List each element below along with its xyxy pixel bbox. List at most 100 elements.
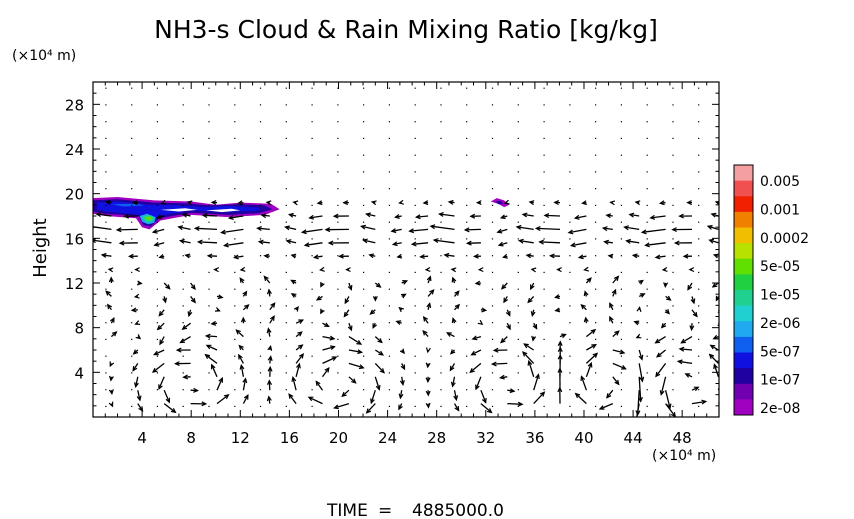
wind-vector-head: [341, 391, 347, 398]
wind-vector-head: [443, 252, 450, 258]
wind-vector-head: [332, 213, 339, 219]
wind-vector-head: [528, 200, 535, 206]
wind-vector: [221, 228, 244, 234]
grid-dot: [388, 221, 390, 223]
grid-dot: [131, 338, 133, 340]
wind-vector: [158, 376, 165, 390]
grid-dot: [646, 154, 648, 156]
wind-vector: [638, 349, 643, 360]
wind-vector-head: [590, 328, 597, 335]
colorbar-swatch: [734, 368, 753, 385]
wind-vector: [710, 344, 719, 351]
wind-vector: [650, 215, 666, 219]
y-tick-labels: 4 8 12 16 20 24 28: [65, 96, 84, 382]
grid-dot: [543, 372, 545, 374]
wind-vector: [163, 389, 170, 403]
grid-dot: [311, 238, 313, 240]
wind-vector-head: [503, 199, 510, 205]
grid-dot: [646, 288, 648, 290]
grid-dot: [363, 154, 365, 156]
wind-vector: [539, 241, 561, 244]
grid-dot: [337, 188, 339, 190]
grid-dot: [595, 154, 597, 156]
grid-dot: [285, 322, 287, 324]
grid-dot: [131, 405, 133, 407]
wind-vector: [321, 367, 330, 378]
wind-vector-head: [201, 401, 208, 407]
wind-vector-head: [165, 397, 171, 404]
wind-vector-head: [713, 363, 718, 370]
wind-vector-head: [263, 275, 269, 282]
wind-vector-head: [285, 239, 292, 245]
wind-vector: [533, 374, 540, 391]
wind-vector: [544, 214, 561, 217]
wind-vector: [216, 377, 223, 391]
grid-dot: [363, 322, 365, 324]
wind-vector-head: [583, 316, 589, 323]
wind-vector: [681, 336, 693, 344]
grid-dot: [388, 154, 390, 156]
wind-vector-head: [343, 311, 349, 318]
wind-vector-head: [673, 240, 680, 246]
grid-dot: [131, 288, 133, 290]
grid-dot: [440, 288, 442, 290]
wind-vector: [315, 381, 324, 391]
x-tick-label: 12: [231, 429, 250, 447]
grid-dot: [208, 389, 210, 391]
x-tick-label: 4: [137, 429, 147, 447]
grid-dot: [491, 137, 494, 139]
wind-vector-head: [408, 228, 415, 234]
grid-dot: [414, 104, 416, 106]
wind-vector-head: [338, 253, 344, 259]
grid-dot: [466, 121, 468, 123]
grid-dot: [337, 204, 339, 206]
wind-vector-head: [718, 380, 719, 381]
wind-vector-head: [567, 229, 574, 235]
wind-vector-head: [237, 200, 243, 206]
wind-vector-head: [654, 254, 661, 260]
grid-dot: [672, 405, 674, 407]
wind-vector-head: [218, 376, 223, 383]
colorbar-label: 2e-06: [760, 316, 800, 332]
wind-vector-head: [331, 356, 338, 361]
wind-vector: [180, 240, 191, 244]
wind-vector-head: [239, 277, 245, 283]
grid-dot: [208, 188, 210, 190]
colorbar-label: 0.001: [760, 202, 800, 218]
grid-dot: [698, 137, 700, 139]
wind-vector-head: [177, 225, 184, 231]
wind-vector-head: [100, 252, 107, 258]
wind-vector: [334, 402, 350, 409]
grid-dot: [620, 255, 622, 257]
grid-dot: [543, 322, 545, 324]
wind-vector-head: [609, 315, 614, 322]
grid-dot: [388, 338, 390, 340]
grid-dot: [440, 221, 442, 223]
grid-dot: [337, 355, 339, 357]
wind-vector-head: [481, 307, 488, 313]
wind-vector-head: [365, 408, 372, 414]
grid-dot: [131, 238, 133, 240]
wind-vector-head: [242, 290, 248, 297]
wind-vector-head: [477, 267, 484, 273]
wind-vector-head: [193, 387, 199, 393]
colorbar-label: 5e-07: [760, 344, 800, 360]
grid-dot: [569, 389, 571, 391]
grid-dot: [311, 87, 313, 89]
wind-vector-head: [174, 361, 180, 367]
wind-vector: [612, 376, 620, 385]
wind-vector-head: [660, 323, 667, 329]
grid-dot: [363, 255, 365, 257]
wind-vector-head: [178, 239, 185, 244]
grid-dot: [131, 389, 133, 391]
wind-vector-head: [451, 276, 457, 283]
wind-vector-head: [292, 200, 299, 206]
grid-dot: [388, 271, 390, 273]
wind-vector-head: [213, 267, 220, 273]
grid-dot: [337, 171, 339, 173]
wind-vector-head: [399, 380, 405, 386]
grid-dot: [466, 305, 468, 307]
wind-vector: [434, 239, 455, 244]
wind-vector-head: [534, 226, 541, 232]
wind-vector-head: [601, 226, 608, 232]
